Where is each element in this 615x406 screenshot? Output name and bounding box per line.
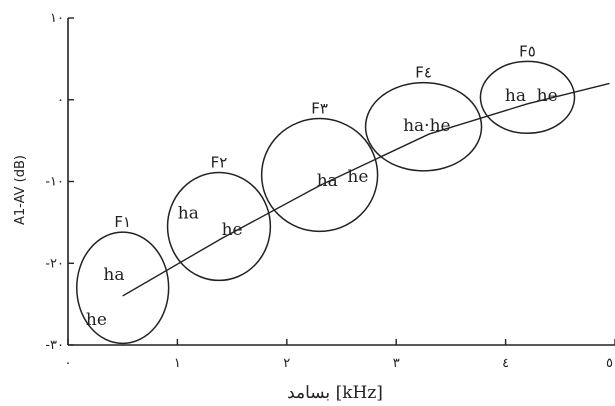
y-axis-label: A1-AV (dB) [13,155,28,225]
speaker-point-label: ha·he [403,116,451,136]
x-tick-label: ٤ [502,356,509,371]
speaker-point-label: he [86,310,107,330]
x-tick-label: ٥ [606,356,613,371]
x-tick-label: ٢ [283,356,290,371]
formant-ellipse [260,117,379,233]
y-tick-label: ١٠ [50,11,64,26]
trend-line-group [122,82,610,297]
formant-ellipse [166,171,272,282]
formant-ellipse [364,81,483,172]
trend-line [122,82,610,297]
formant-label: F٥ [519,42,536,60]
speaker-point-label: ha [103,265,124,285]
formant-label: F٣ [311,100,328,118]
formant-label: F١ [114,213,131,231]
x-tick-label: ٣ [393,356,400,371]
formant-ellipse [76,231,170,345]
speaker-point-label: ha [178,204,199,224]
x-tick-label: ٠ [65,356,72,371]
y-tick-label: -١٠ [45,175,64,190]
formant-ellipse [479,60,576,135]
axes: ١٠٠-١٠-٢٠-٣٠٠ ١ ٢ ٣ ٤ ٥ [45,11,615,371]
y-tick-label: -٣٠ [45,338,64,353]
speaker-point-label: he [347,167,368,187]
formant-label: F٢ [211,154,228,172]
y-tick-label: -٢٠ [45,256,64,271]
y-tick-label: ٠ [57,93,64,108]
speaker-point-label: ha [317,171,338,191]
x-axis-label: بسامد [kHz] [287,383,383,403]
formant-label: F٤ [415,64,432,82]
x-tick-label: ١ [174,356,181,371]
speaker-point-label: he [537,86,558,106]
speaker-point-label: ha [505,86,526,106]
